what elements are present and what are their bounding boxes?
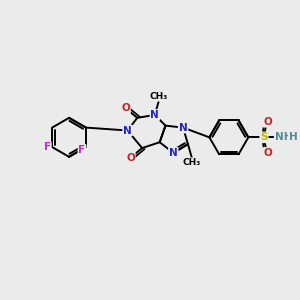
Text: F: F xyxy=(44,142,51,152)
Text: O: O xyxy=(263,148,272,158)
Text: N: N xyxy=(123,125,132,136)
Text: S: S xyxy=(260,132,268,142)
Text: N: N xyxy=(150,110,159,120)
Text: O: O xyxy=(121,103,130,113)
Text: CH₃: CH₃ xyxy=(150,92,168,101)
Text: H: H xyxy=(289,132,298,142)
Text: O: O xyxy=(126,153,135,163)
Text: NH: NH xyxy=(275,132,292,142)
Text: CH₃: CH₃ xyxy=(183,158,201,167)
Text: N: N xyxy=(179,123,188,133)
Text: F: F xyxy=(79,145,86,155)
Text: O: O xyxy=(263,117,272,127)
Text: N: N xyxy=(169,148,178,158)
